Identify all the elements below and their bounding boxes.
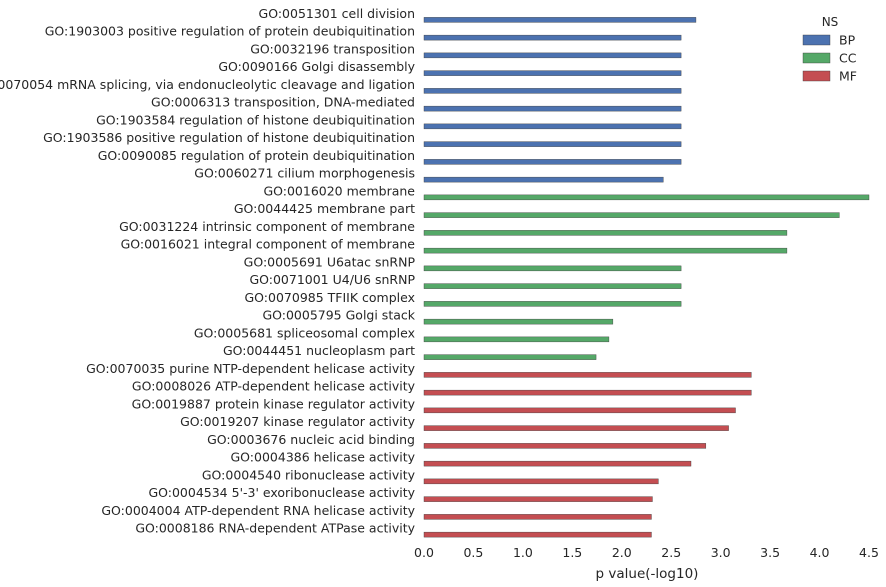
- bar-mf: [423, 496, 653, 502]
- bar-mf: [423, 407, 736, 414]
- category-label: GO:0016020 membrane: [263, 183, 415, 198]
- category-label: GO:0005795 Golgi stack: [262, 308, 415, 323]
- bar-mf: [423, 372, 752, 378]
- legend: NS BP CC MF: [802, 15, 857, 84]
- legend-label-cc: CC: [839, 51, 857, 66]
- x-axis-ticks: 0.0 0.5 1.0 1.5 2.0 2.5 3.0 3.5 4.0 4.5: [414, 545, 879, 560]
- bar-cc: [423, 354, 597, 360]
- bar-bp: [423, 141, 682, 147]
- category-label: GO:0004534 5'-3' exoribonuclease activit…: [148, 485, 415, 500]
- bar-mf: [423, 460, 692, 467]
- category-label: GO:0016021 integral component of membran…: [121, 237, 416, 252]
- category-label: GO:1903003 positive regulation of protei…: [45, 24, 415, 39]
- category-label: GO:0004540 ribonuclease activity: [202, 467, 416, 482]
- x-tick-label: 0.0: [414, 545, 434, 560]
- bar-cc: [423, 336, 610, 343]
- category-label: GO:1903584 regulation of histone deubiqu…: [96, 112, 415, 127]
- category-label: GO:1903586 positive regulation of histon…: [43, 130, 415, 145]
- category-label: GO:0044451 nucleoplasm part: [223, 343, 415, 358]
- bar-bp: [423, 52, 682, 59]
- bar-cc: [423, 301, 682, 307]
- bar-mf: [423, 425, 729, 431]
- category-label: GO:0051301 cell division: [259, 6, 415, 21]
- bar-mf: [423, 531, 652, 538]
- bar-cc: [423, 230, 788, 236]
- category-label: GO:0006313 transposition, DNA-mediated: [151, 95, 415, 110]
- bar-bp: [423, 159, 682, 165]
- category-label: GO:0090166 Golgi disassembly: [218, 59, 415, 74]
- bar-cc: [423, 194, 870, 201]
- category-label: GO:0008186 RNA-dependent ATPase activity: [135, 521, 415, 536]
- category-label: GO:0070054 mRNA splicing, via endonucleo…: [0, 77, 415, 92]
- bar-bp: [423, 17, 697, 23]
- category-label: GO:0005681 spliceosomal complex: [194, 325, 415, 340]
- bar-mf: [423, 478, 659, 485]
- category-label: GO:0008026 ATP-dependent helicase activi…: [132, 379, 416, 394]
- category-labels: GO:0051301 cell division GO:1903003 posit…: [0, 6, 416, 536]
- x-tick-label: 3.0: [711, 545, 731, 560]
- bar-bp: [423, 88, 682, 94]
- category-label: GO:0005691 U6atac snRNP: [244, 254, 416, 269]
- category-label: GO:0060271 cilium morphogenesis: [194, 166, 415, 181]
- bar-bp: [423, 34, 682, 41]
- x-tick-label: 4.5: [859, 545, 879, 560]
- bars: [423, 17, 870, 538]
- legend-swatch-mf: [802, 70, 831, 82]
- category-label: GO:0019207 kinase regulator activity: [180, 414, 416, 429]
- category-label: GO:0004386 helicase activity: [230, 450, 415, 465]
- category-label: GO:0044425 membrane part: [234, 201, 415, 216]
- bar-bp: [423, 105, 682, 112]
- x-tick-label: 4.0: [810, 545, 830, 560]
- x-axis-label: p value(-log10): [596, 566, 699, 582]
- bar-cc: [423, 212, 840, 218]
- legend-swatch-cc: [802, 52, 831, 64]
- bar-cc: [423, 318, 614, 325]
- legend-label-bp: BP: [839, 33, 856, 48]
- bar-cc: [423, 265, 682, 272]
- legend-items: BP CC MF: [802, 33, 857, 84]
- x-tick-label: 3.5: [760, 545, 780, 560]
- x-tick-label: 2.0: [612, 545, 632, 560]
- category-label: GO:0032196 transposition: [250, 41, 415, 56]
- bar-cc: [423, 247, 788, 254]
- category-label: GO:0031224 intrinsic component of membra…: [119, 219, 415, 234]
- bar-bp: [423, 70, 682, 76]
- legend-swatch-bp: [802, 34, 831, 46]
- bar-mf: [423, 389, 752, 396]
- x-tick-label: 1.0: [513, 545, 533, 560]
- bar-bp: [423, 176, 664, 183]
- category-label: GO:0071001 U4/U6 snRNP: [249, 272, 415, 287]
- x-tick-label: 1.5: [562, 545, 582, 560]
- x-tick-label: 2.5: [661, 545, 681, 560]
- legend-label-mf: MF: [839, 69, 857, 84]
- category-label: GO:0003676 nucleic acid binding: [207, 432, 415, 447]
- category-label: GO:0070035 purine NTP-dependent helicase…: [86, 361, 416, 376]
- category-label: GO:0004004 ATP-dependent RNA helicase ac…: [101, 503, 415, 518]
- category-label: GO:0019887 protein kinase regulator acti…: [132, 396, 416, 411]
- x-tick-label: 0.5: [463, 545, 483, 560]
- legend-title: NS: [822, 15, 839, 29]
- category-label: GO:0090085 regulation of protein deubiqu…: [98, 148, 415, 163]
- category-label: GO:0070985 TFIIK complex: [244, 290, 415, 305]
- bar-mf: [423, 514, 652, 520]
- bar-cc: [423, 283, 682, 289]
- bar-bp: [423, 123, 682, 130]
- bar-mf: [423, 443, 707, 449]
